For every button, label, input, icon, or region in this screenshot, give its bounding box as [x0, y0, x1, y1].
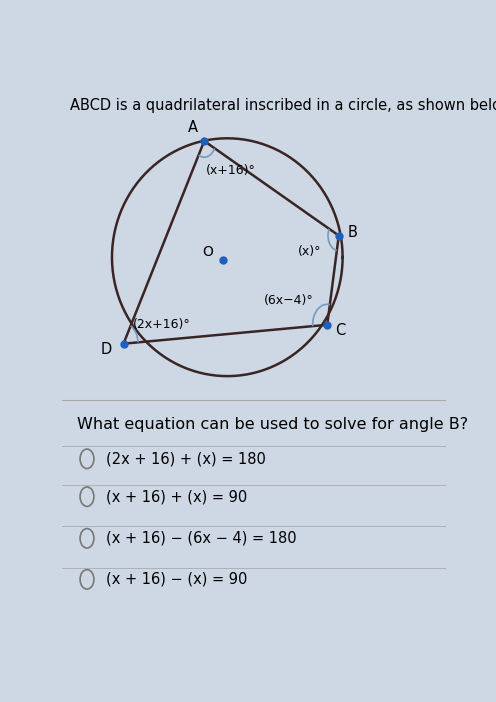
Text: B: B	[347, 225, 357, 240]
Text: (x+16)°: (x+16)°	[206, 164, 256, 177]
Text: What equation can be used to solve for angle B?: What equation can be used to solve for a…	[77, 417, 469, 432]
Text: (2x+16)°: (2x+16)°	[133, 318, 191, 331]
Text: (x + 16) + (x) = 90: (x + 16) + (x) = 90	[106, 489, 248, 504]
Text: ABCD is a quadrilateral inscribed in a circle, as shown below:: ABCD is a quadrilateral inscribed in a c…	[69, 98, 496, 113]
Text: (2x + 16) + (x) = 180: (2x + 16) + (x) = 180	[106, 451, 266, 466]
Text: (x + 16) − (6x − 4) = 180: (x + 16) − (6x − 4) = 180	[106, 531, 297, 545]
Text: D: D	[101, 342, 112, 357]
Text: O: O	[203, 245, 213, 259]
Text: A: A	[187, 120, 198, 135]
Text: (6x−4)°: (6x−4)°	[264, 294, 313, 307]
Text: C: C	[336, 323, 346, 338]
Text: (x + 16) − (x) = 90: (x + 16) − (x) = 90	[106, 572, 248, 587]
Text: (x)°: (x)°	[298, 245, 322, 258]
